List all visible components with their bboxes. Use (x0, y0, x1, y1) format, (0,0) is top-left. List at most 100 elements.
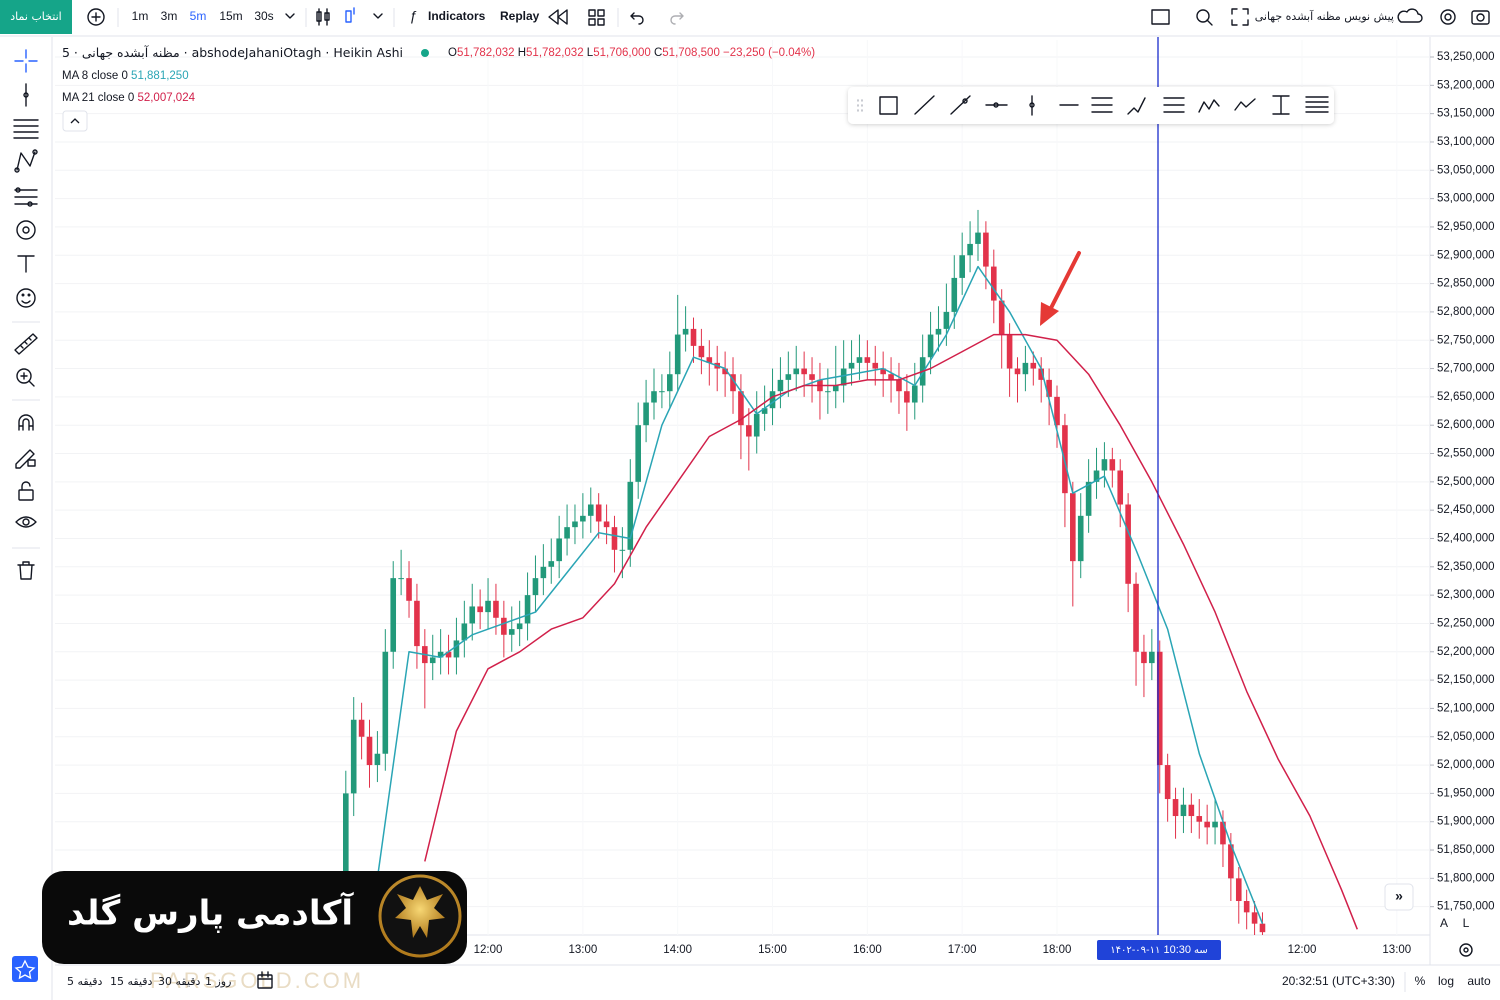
fib-tool[interactable] (13, 119, 39, 139)
settings-icon-part[interactable] (1440, 9, 1456, 25)
candle-icon-part[interactable] (373, 13, 383, 19)
range-button[interactable]: 5 دقیقه (67, 975, 103, 988)
projection-tool[interactable] (14, 187, 38, 207)
interval[interactable]: 30s (254, 9, 273, 23)
settings-icon-part[interactable] (1444, 13, 1452, 21)
search-icon-part[interactable] (1206, 19, 1213, 26)
interval[interactable]: 15m (219, 9, 242, 23)
indicators-icon[interactable]: ƒ (409, 8, 417, 24)
drawing-tools-part[interactable] (962, 98, 968, 104)
percent-toggle[interactable]: % (1415, 974, 1426, 988)
expand-icon-part[interactable] (1231, 8, 1249, 26)
zoom-tool-part[interactable] (28, 380, 35, 387)
emoji-tool[interactable] (16, 288, 36, 308)
scroll-right-icon[interactable]: » (1395, 888, 1403, 904)
layout-icon-part[interactable] (588, 18, 596, 26)
interval-dropdown-part[interactable] (285, 13, 295, 19)
drawing-tools-part[interactable] (1029, 102, 1035, 108)
search-icon-part[interactable] (1196, 9, 1210, 23)
range-button[interactable]: 1 روز (205, 975, 231, 988)
price-scale-button-label[interactable]: A (1440, 916, 1448, 930)
pattern-tool[interactable] (14, 149, 38, 173)
redo-icon-part[interactable] (670, 12, 684, 25)
goto-date-icon[interactable] (257, 971, 273, 989)
interval-active[interactable]: 5m (190, 9, 207, 23)
time-axis-settings[interactable] (1459, 943, 1473, 957)
chart-style-icon[interactable] (316, 8, 330, 26)
lock-drawing-tool-part[interactable] (27, 459, 36, 467)
screenshot-icon-part[interactable] (1471, 10, 1490, 25)
range-button[interactable]: 15 دقیقه (110, 975, 153, 988)
lock-tool-part[interactable] (21, 481, 31, 491)
indicators-button[interactable]: Indicators (428, 9, 486, 23)
brush-tool[interactable] (16, 220, 36, 240)
drawing-tools-part[interactable] (914, 95, 935, 115)
fullscreen-layout-icon-part[interactable] (1151, 9, 1170, 25)
drawing-tools-part[interactable] (1091, 97, 1113, 113)
hide-tool-part[interactable] (22, 518, 30, 526)
replay-icon[interactable] (548, 9, 568, 25)
undo-icon-part[interactable] (630, 12, 644, 25)
redo-icon[interactable] (670, 12, 684, 25)
hide-tool-part[interactable] (15, 516, 37, 528)
pattern-tool-part[interactable] (14, 167, 20, 173)
drawing-tools-part[interactable] (1163, 97, 1185, 113)
fullscreen-layout-icon[interactable] (1151, 9, 1170, 25)
symbol-button[interactable]: انتخاب نماد (10, 10, 61, 23)
drawing-tools-part[interactable] (1198, 99, 1220, 113)
lock-tool[interactable] (18, 481, 34, 501)
brush-tool-part[interactable] (16, 220, 36, 240)
layout-icon-part[interactable] (597, 9, 605, 17)
drawing-tools-part[interactable] (857, 99, 863, 112)
magnet-tool-part[interactable] (18, 414, 34, 431)
pattern-tool-part[interactable] (32, 149, 38, 155)
interval[interactable]: 3m (161, 9, 178, 23)
drawing-tools-part[interactable] (1234, 98, 1256, 111)
lock-tool-part[interactable] (18, 489, 34, 501)
chart-style-icon-part[interactable] (324, 12, 330, 21)
price-scale-button[interactable] (1457, 914, 1475, 934)
drawing-tools-part[interactable] (950, 95, 971, 115)
price-scale-button[interactable] (1435, 914, 1453, 934)
expand-icon[interactable] (1231, 8, 1249, 26)
star-icon[interactable] (14, 959, 36, 980)
scroll-right-button[interactable] (1384, 883, 1414, 911)
candle-icon[interactable] (345, 7, 383, 23)
hide-tool[interactable] (15, 516, 37, 528)
drawing-tools-part[interactable] (879, 96, 898, 115)
chart-style-icon-part[interactable] (316, 11, 322, 22)
magnet-tool[interactable] (18, 414, 34, 431)
collapse-legend-button[interactable] (62, 110, 88, 132)
screenshot-icon-part[interactable] (1476, 13, 1485, 22)
delete-tool-part[interactable] (17, 561, 35, 580)
candle-icon-part[interactable] (345, 10, 352, 23)
goto-date-icon-part[interactable] (257, 971, 273, 980)
add-symbol-icon-part[interactable] (87, 8, 105, 26)
crosshair-tool[interactable] (14, 49, 38, 73)
cloud-icon-part[interactable] (1397, 8, 1423, 23)
layout-icon[interactable] (588, 9, 605, 26)
projection-tool-part[interactable] (14, 189, 38, 205)
projection-tool-part[interactable] (27, 201, 33, 207)
zoom-tool-part[interactable] (16, 368, 32, 384)
drawing-tools-part[interactable] (993, 102, 999, 108)
drawing-tools-part[interactable] (1305, 96, 1329, 113)
drawing-tools[interactable] (857, 95, 1329, 116)
replay-button[interactable]: Replay (500, 9, 540, 23)
symbol-button-bg[interactable] (0, 0, 72, 34)
add-symbol-icon[interactable] (87, 8, 105, 26)
drawing-tools-part[interactable] (1127, 97, 1146, 115)
emoji-tool-part[interactable] (21, 293, 25, 297)
replay-icon-part[interactable] (557, 9, 568, 25)
time-axis-settings-part[interactable] (1463, 947, 1469, 953)
undo-icon[interactable] (630, 12, 644, 25)
search-icon[interactable] (1196, 9, 1213, 26)
emoji-tool-part[interactable] (21, 300, 31, 304)
screenshot-icon[interactable] (1471, 10, 1490, 25)
range-button[interactable]: 30 دقیقه (158, 975, 201, 988)
goto-date-icon-part[interactable] (257, 974, 273, 989)
pattern-tool-part[interactable] (16, 151, 36, 171)
crosshair-tool-part[interactable] (14, 49, 38, 73)
draft-label[interactable]: پیش نویس مظنه آبشده جهانی (1255, 9, 1394, 23)
brush-tool-part[interactable] (22, 226, 30, 234)
